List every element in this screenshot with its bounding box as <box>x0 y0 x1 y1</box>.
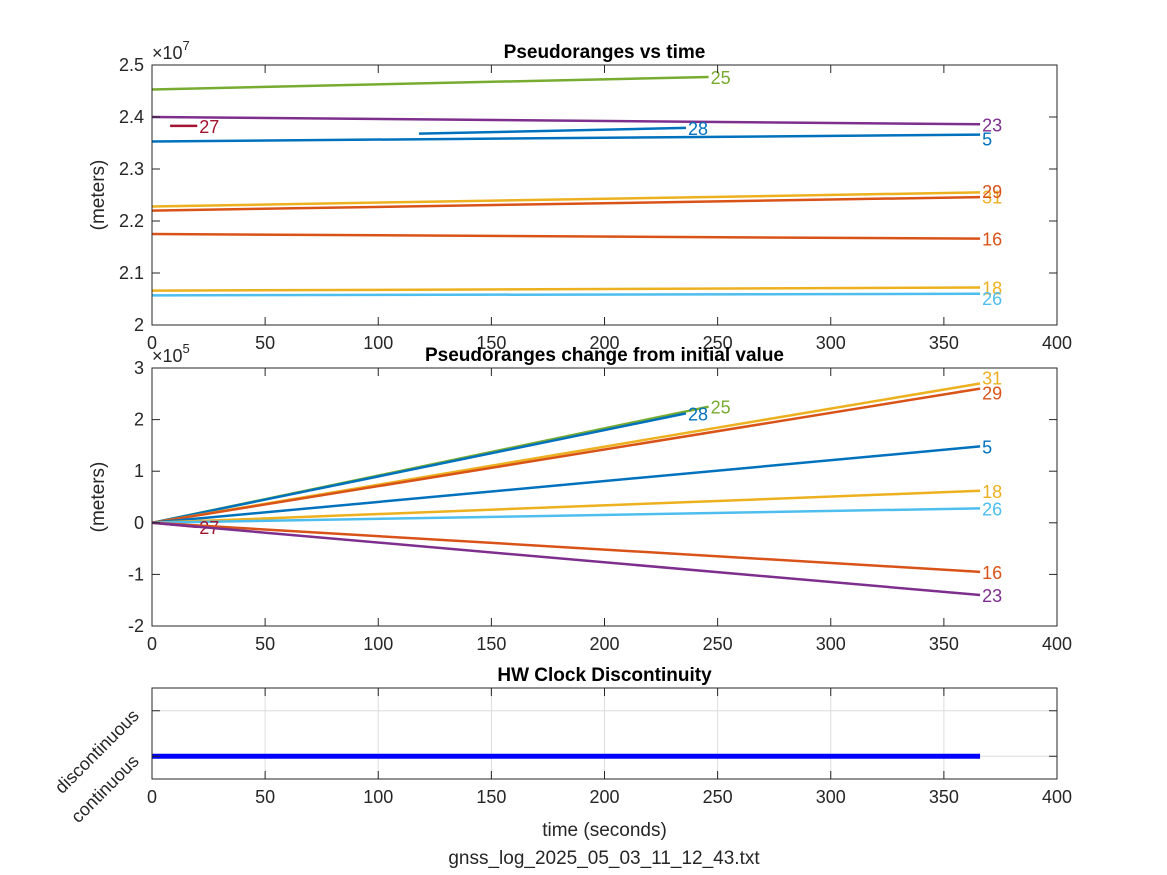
y-axis-label: (meters) <box>88 462 109 533</box>
x-tick-label: 200 <box>589 634 619 654</box>
x-tick-label: 350 <box>929 333 959 353</box>
y-tick-label: 2.2 <box>119 211 144 231</box>
series-line-25 <box>151 75 709 91</box>
series-label-31: 31 <box>982 187 1002 207</box>
y-tick-label: 2.5 <box>119 55 144 75</box>
series-label-25: 25 <box>711 68 731 88</box>
figure-caption: gnss_log_2025_05_03_11_12_43.txt <box>448 848 760 869</box>
x-tick-label: 100 <box>363 333 393 353</box>
series-label-27: 27 <box>199 117 219 137</box>
series-line-26 <box>151 292 981 297</box>
x-tick-label: 300 <box>816 333 846 353</box>
x-tick-label: 200 <box>589 787 619 807</box>
x-tick-label: 100 <box>363 787 393 807</box>
series-line-28 <box>418 126 686 135</box>
x-tick-label: 0 <box>147 634 157 654</box>
series-label-31: 31 <box>982 368 1002 388</box>
series-line-18 <box>151 286 981 292</box>
series-label-25: 25 <box>711 398 731 418</box>
series-line-29 <box>151 195 981 212</box>
x-tick-label: 150 <box>476 333 506 353</box>
series-label-28: 28 <box>688 119 708 139</box>
x-axis-label: time (seconds) <box>542 820 667 841</box>
x-tick-label: 400 <box>1042 787 1072 807</box>
x-tick-label: 250 <box>703 333 733 353</box>
x-tick-label: 300 <box>816 634 846 654</box>
x-tick-label: 350 <box>929 634 959 654</box>
series-line-16 <box>151 521 981 574</box>
y-exponent-power: 5 <box>183 341 190 356</box>
x-tick-label: 150 <box>476 787 506 807</box>
y-tick-label: 2 <box>134 315 144 335</box>
series-label-5: 5 <box>982 437 992 457</box>
x-tick-label: 400 <box>1042 333 1072 353</box>
series-label-23: 23 <box>982 586 1002 606</box>
x-tick-label: 50 <box>255 333 275 353</box>
x-tick-label: 350 <box>929 787 959 807</box>
series-line-16 <box>151 232 981 240</box>
series-line-31 <box>151 191 981 208</box>
y-tick-label: -1 <box>128 564 144 584</box>
subplot-title: HW Clock Discontinuity <box>497 665 712 686</box>
x-tick-label: 150 <box>476 634 506 654</box>
series-label-23: 23 <box>982 115 1002 135</box>
series-line-26 <box>151 507 981 525</box>
series-label-26: 26 <box>982 289 1002 309</box>
series-line-29 <box>151 387 981 525</box>
series-label-26: 26 <box>982 499 1002 519</box>
y-tick-label: 3 <box>134 358 144 378</box>
x-tick-label: 250 <box>703 787 733 807</box>
x-tick-label: 50 <box>255 634 275 654</box>
series-label-18: 18 <box>982 279 1002 299</box>
subplot-title: Pseudoranges vs time <box>504 42 706 63</box>
y-tick-label: 2.3 <box>119 159 144 179</box>
series-label-29: 29 <box>982 182 1002 202</box>
series-line-5 <box>151 445 981 525</box>
series-label-5: 5 <box>982 130 992 150</box>
x-tick-label: 0 <box>147 787 157 807</box>
x-tick-label: 0 <box>147 333 157 353</box>
y-axis-label: (meters) <box>88 160 109 231</box>
y-tick-label: 2 <box>134 410 144 430</box>
y-tick-label: 2.1 <box>119 263 144 283</box>
series-label-18: 18 <box>982 482 1002 502</box>
series-line-28 <box>151 412 687 525</box>
x-tick-label: 250 <box>703 634 733 654</box>
x-tick-label: 300 <box>816 787 846 807</box>
x-tick-label: 400 <box>1042 634 1072 654</box>
y-exponent-power: 7 <box>183 38 190 53</box>
series-line-18 <box>151 489 981 525</box>
subplot-title: Pseudoranges change from initial value <box>425 345 784 366</box>
x-tick-label: 50 <box>255 787 275 807</box>
series-label-28: 28 <box>688 404 708 424</box>
y-tick-label: 1 <box>134 461 144 481</box>
y-tick-label: 0 <box>134 513 144 533</box>
x-tick-label: 100 <box>363 634 393 654</box>
series-label-16: 16 <box>982 230 1002 250</box>
x-tick-label: 200 <box>589 333 619 353</box>
series-line-23 <box>151 115 981 126</box>
series-label-29: 29 <box>982 384 1002 404</box>
series-label-16: 16 <box>982 563 1002 583</box>
series-line-5 <box>151 133 981 143</box>
series-line-23 <box>151 521 981 597</box>
y-tick-label: -2 <box>128 616 144 636</box>
y-tick-label: 2.4 <box>119 107 144 127</box>
